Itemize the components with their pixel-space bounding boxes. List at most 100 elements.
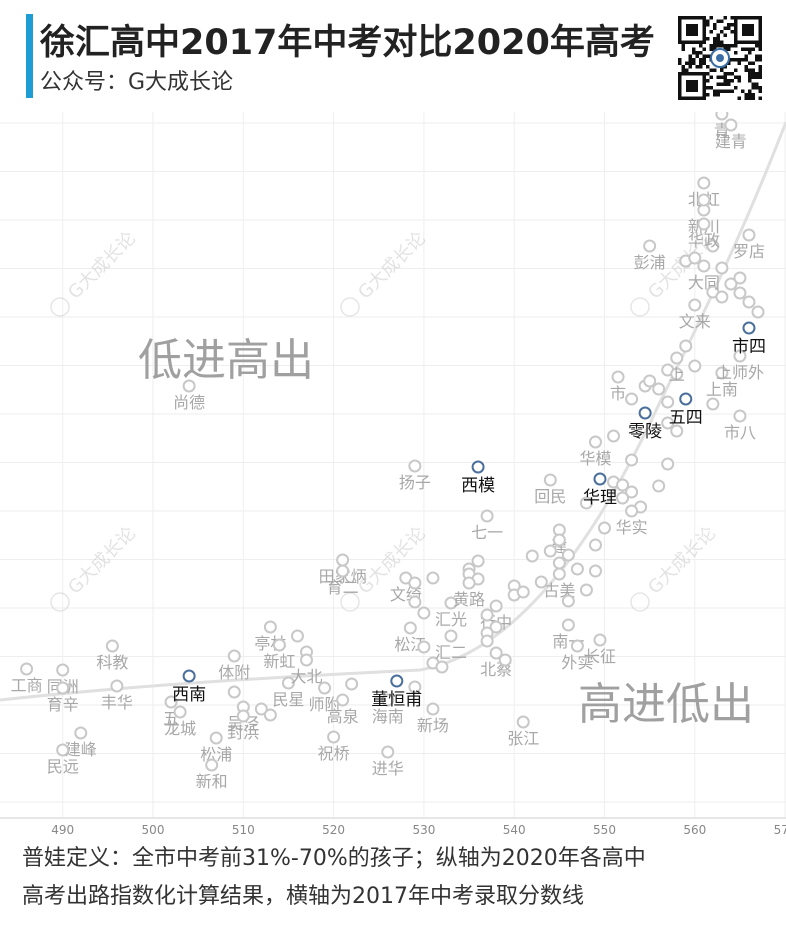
data-point [381, 745, 395, 759]
data-point [516, 585, 530, 599]
point-label: 高泉 [327, 707, 359, 726]
data-point [408, 576, 422, 590]
point-label: 上师外 [716, 363, 764, 382]
data-point [616, 478, 630, 492]
data-point [715, 112, 729, 121]
watermark: G大成长论 [50, 228, 140, 317]
x-tick-label: 540 [503, 823, 526, 836]
data-point [670, 424, 684, 438]
point-label: 建峰 [65, 740, 97, 759]
point-label: 育辛 [47, 695, 79, 714]
x-tick-label: 530 [412, 823, 435, 836]
data-point [426, 702, 440, 716]
data-point [616, 491, 630, 505]
data-point [552, 556, 566, 570]
header: 徐汇高中2017年中考对比2020年高考 公众号：G大成长论 [0, 0, 786, 112]
point-label: 市八 [724, 423, 756, 442]
data-point [697, 193, 711, 207]
x-tick-label: 550 [593, 823, 616, 836]
point-label: 华政 [688, 231, 720, 250]
point-label: 体附 [218, 663, 250, 682]
data-point [408, 595, 422, 609]
data-point [408, 459, 422, 473]
data-point [489, 646, 503, 660]
data-point [625, 504, 639, 518]
point-label: 汇光 [435, 610, 467, 629]
data-point [561, 618, 575, 632]
point-label: 黄路 [453, 590, 485, 609]
highlight-point [182, 669, 196, 683]
data-point [579, 496, 593, 510]
data-point [290, 629, 304, 643]
x-tick-label: 510 [232, 823, 255, 836]
data-point [164, 695, 178, 709]
point-label: 新和 [196, 772, 228, 791]
data-point [336, 553, 350, 567]
data-point [444, 596, 458, 610]
data-point [227, 649, 241, 663]
data-point [679, 339, 693, 353]
data-point [74, 726, 88, 740]
x-tick-label: 520 [322, 823, 345, 836]
point-label: 育二 [327, 578, 359, 597]
data-point [462, 576, 476, 590]
data-point [688, 298, 702, 312]
data-point [403, 621, 417, 635]
data-point [670, 351, 684, 365]
data-point [588, 435, 602, 449]
data-point [534, 575, 548, 589]
data-point [336, 693, 350, 707]
highlight-label: 董恒甫 [371, 690, 422, 710]
point-label: 张江 [507, 729, 539, 748]
footer-line-1: 普娃定义：全市中考前31%-70%的孩子；纵轴为2020年各高中 [22, 846, 646, 871]
data-points: 工商同洲育辛建峰民远科教丰华五龙城松浦新和体附吴泾封浜亭林新虹民星大北师附高泉祝… [11, 112, 765, 791]
data-point [327, 730, 341, 744]
highlight-label: 市四 [732, 337, 766, 357]
data-point [552, 567, 566, 581]
data-point [381, 693, 395, 707]
point-label: 龙城 [164, 719, 196, 738]
highlight-label: 华理 [583, 488, 617, 508]
point-label: 罗店 [733, 242, 765, 261]
data-point [715, 290, 729, 304]
data-point [561, 548, 575, 562]
data-point [345, 677, 359, 691]
data-point [471, 554, 485, 568]
data-point [733, 271, 747, 285]
data-point [598, 521, 611, 535]
data-point [489, 620, 503, 634]
point-label: 文来 [679, 312, 711, 331]
data-point [56, 743, 70, 757]
annotation-high-in-low-out: 高进低出 [578, 679, 754, 730]
point-label: 海南 [372, 707, 404, 726]
data-point [733, 286, 747, 300]
data-point [579, 583, 593, 597]
data-point [263, 620, 277, 634]
data-point [611, 370, 625, 384]
highlight-label: 五四 [669, 408, 703, 428]
highlight-point [742, 321, 756, 335]
highlight-point [638, 406, 652, 420]
data-point [408, 680, 422, 694]
qr-code-icon [678, 16, 762, 100]
data-point [480, 608, 494, 622]
data-point [733, 349, 747, 363]
data-point [444, 629, 458, 643]
x-axis: 490 500 510 520 530 540 550 560 570 [0, 817, 786, 836]
footer-line-2: 高考出路指数化计算结果，横轴为2017年中考录取分数线 [22, 884, 584, 909]
data-point [742, 295, 756, 309]
point-label: 新虹 [263, 652, 295, 671]
footer-note: 普娃定义：全市中考前31%-70%的孩子；纵轴为2020年各高中 高考出路指数化… [22, 840, 772, 916]
data-point [272, 638, 286, 652]
point-label: 尚德 [173, 393, 205, 412]
data-point [625, 392, 639, 406]
point-label: 师附 [309, 695, 341, 714]
point-label: 华实 [616, 518, 648, 537]
data-point [588, 564, 602, 578]
data-point [593, 633, 607, 647]
data-point [182, 379, 196, 393]
data-point [670, 367, 684, 381]
point-label: 封浜 [227, 723, 259, 742]
page-subtitle: 公众号：G大成长论 [40, 70, 234, 95]
x-tick-label: 560 [683, 823, 706, 836]
